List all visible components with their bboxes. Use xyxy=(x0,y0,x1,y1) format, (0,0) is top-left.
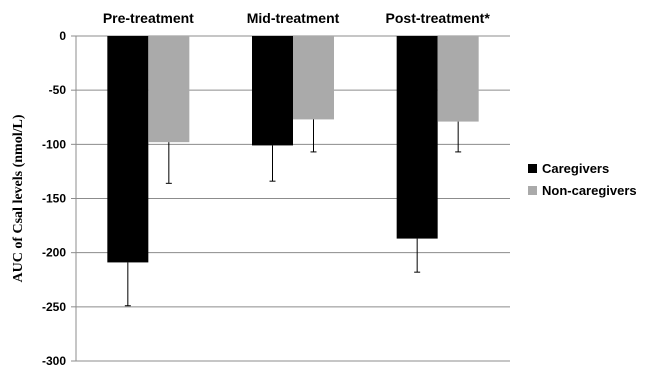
legend-label: Caregivers xyxy=(542,161,609,176)
bar-caregivers xyxy=(396,36,438,239)
category-label: Mid-treatment xyxy=(247,10,340,26)
bar-non-caregivers xyxy=(148,36,190,143)
y-tick-label: -300 xyxy=(42,354,66,368)
bar-non-caregivers xyxy=(437,36,479,122)
category-label: Pre-treatment xyxy=(103,10,194,26)
y-axis-label: AUC of Csal levels (nmol/L) xyxy=(11,114,26,282)
category-label: Post-treatment* xyxy=(386,10,491,26)
axes xyxy=(71,35,77,362)
y-tick-label: -50 xyxy=(49,83,67,97)
legend-label: Non-caregivers xyxy=(542,183,637,198)
bar-non-caregivers xyxy=(293,36,334,120)
legend: Caregivers Non-caregivers xyxy=(528,161,637,198)
y-tick-label: 0 xyxy=(59,29,66,43)
bars xyxy=(107,36,479,263)
y-tick-label: -250 xyxy=(42,300,66,314)
y-tick-label: -100 xyxy=(42,137,66,151)
y-tick-labels: 0 -50 -100 -150 -200 -250 -300 xyxy=(42,29,66,368)
error-bars xyxy=(124,119,462,307)
y-tick-label: -200 xyxy=(42,246,66,260)
bar-caregivers xyxy=(107,36,149,263)
legend-swatch xyxy=(528,186,537,195)
category-labels: Pre-treatment Mid-treatment Post-treatment… xyxy=(103,10,491,26)
bar-caregivers xyxy=(252,36,293,146)
y-tick-label: -150 xyxy=(42,192,66,206)
legend-swatch xyxy=(528,164,537,173)
